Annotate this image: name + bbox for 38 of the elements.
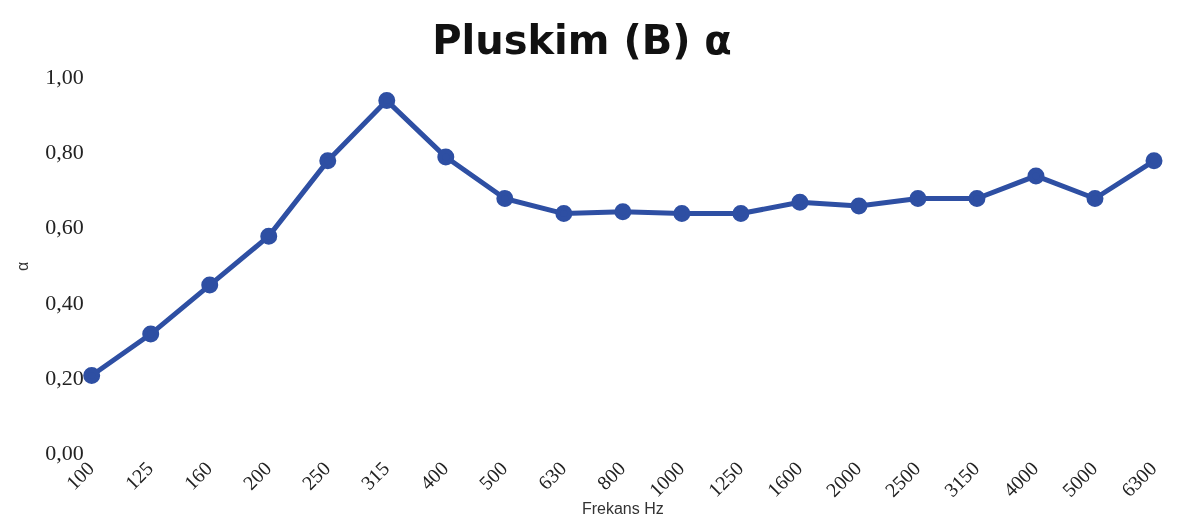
- x-tick-label: 800: [592, 457, 630, 494]
- point: [142, 325, 160, 343]
- point: [319, 152, 337, 170]
- y-tick-label: 0,40: [45, 289, 84, 315]
- point: [201, 276, 219, 294]
- y-tick-label: 1,00: [45, 63, 84, 89]
- point: [496, 189, 514, 207]
- x-tick-label: 160: [179, 457, 217, 494]
- x-tick-label: 200: [238, 457, 276, 494]
- x-tick-label: 315: [356, 457, 394, 494]
- point: [968, 189, 986, 207]
- point: [260, 227, 278, 245]
- x-tick-label: 250: [297, 457, 335, 494]
- point: [1086, 189, 1104, 207]
- x-tick-label: 500: [474, 457, 512, 494]
- y-tick-label: 0,80: [45, 139, 84, 165]
- y-tick-label: 0,20: [45, 365, 84, 391]
- point: [1027, 167, 1045, 185]
- point: [1145, 152, 1163, 170]
- point: [83, 366, 101, 384]
- chart-title: Pluskim (B) α: [432, 17, 732, 64]
- x-axis-title: Frekans Hz: [581, 499, 664, 517]
- x-tick-label: 630: [533, 457, 571, 494]
- point: [555, 205, 573, 223]
- point: [673, 205, 691, 223]
- point: [437, 148, 455, 166]
- point: [791, 193, 809, 211]
- x-tick-label: 125: [120, 457, 158, 494]
- point: [378, 92, 396, 110]
- x-tick-label: 6300: [1116, 457, 1161, 501]
- point: [850, 197, 868, 215]
- y-tick-label: 0,60: [45, 214, 84, 240]
- x-tick-label: 400: [415, 457, 453, 494]
- x-tick-label: 4000: [998, 457, 1043, 501]
- point: [614, 203, 632, 221]
- point: [909, 189, 927, 207]
- point: [732, 205, 750, 223]
- y-axis-title: α: [14, 261, 32, 271]
